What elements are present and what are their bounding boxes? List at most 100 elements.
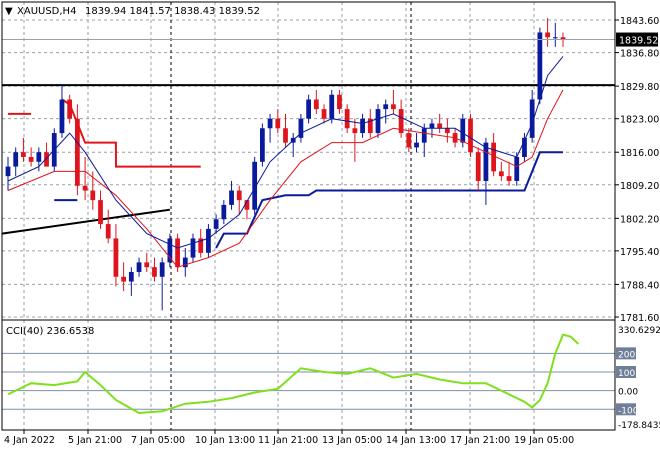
candle-body[interactable] <box>498 171 504 177</box>
candle-body[interactable] <box>537 32 543 100</box>
price-tick-label: 1788.40 <box>620 280 659 291</box>
candle-body[interactable] <box>128 271 134 282</box>
candle-body[interactable] <box>421 128 427 143</box>
candle-body[interactable] <box>460 118 466 143</box>
candle-body[interactable] <box>337 94 342 110</box>
candle-body[interactable] <box>90 190 96 201</box>
candle-body[interactable] <box>414 142 419 148</box>
candle-body[interactable] <box>468 118 473 153</box>
candle-body[interactable] <box>383 104 389 110</box>
candle-body[interactable] <box>113 238 119 277</box>
indicator-frame <box>1 319 616 431</box>
candle-body[interactable] <box>5 166 11 177</box>
candle-body[interactable] <box>244 200 250 210</box>
candle-body[interactable] <box>206 228 211 253</box>
cci-tick-label: 330.6292 <box>618 326 660 336</box>
candle-body[interactable] <box>514 157 520 181</box>
trend-line <box>1 208 171 235</box>
candle-body[interactable] <box>13 152 19 167</box>
candle-body[interactable] <box>221 204 227 220</box>
candle-body[interactable] <box>506 176 512 181</box>
candle-body[interactable] <box>360 118 365 134</box>
candle-body[interactable] <box>298 118 304 138</box>
candle-body[interactable] <box>375 109 381 134</box>
candle-body[interactable] <box>167 238 173 263</box>
fast-moving-average <box>7 56 564 249</box>
candle-body[interactable] <box>306 99 312 119</box>
candle-body[interactable] <box>552 37 558 39</box>
candle-body[interactable] <box>267 118 273 129</box>
cci-line <box>7 333 580 415</box>
candle-body[interactable] <box>545 32 550 38</box>
candle-body[interactable] <box>406 133 412 148</box>
candle-body[interactable] <box>329 94 335 119</box>
candle-body[interactable] <box>105 224 111 239</box>
time-tick-label: 19 Jan 05:00 <box>514 435 574 446</box>
candle-body[interactable] <box>352 128 358 134</box>
candle-body[interactable] <box>259 128 265 162</box>
cci-tick-label: 100 <box>618 369 635 379</box>
time-tick-label: 17 Jan 21:00 <box>450 435 510 446</box>
cci-level-tag <box>616 366 636 379</box>
candle-body[interactable] <box>283 128 288 143</box>
candles[interactable] <box>5 18 566 311</box>
current-price-tag <box>616 32 658 47</box>
candle-body[interactable] <box>391 104 396 110</box>
candle-body[interactable] <box>28 157 34 162</box>
cci-tick-label: 200 <box>618 350 635 360</box>
candle-body[interactable] <box>136 262 142 272</box>
moving-averages <box>2 39 615 268</box>
candle-body[interactable] <box>74 118 80 186</box>
ohlc-readout: 1839.94 1841.57 1838.43 1839.52 <box>85 6 260 17</box>
candle-body[interactable] <box>67 99 73 119</box>
candle-body[interactable] <box>82 185 88 191</box>
candle-body[interactable] <box>560 37 566 40</box>
candle-body[interactable] <box>229 190 234 205</box>
price-tick-label: 1823.00 <box>620 115 659 126</box>
candle-body[interactable] <box>522 137 527 158</box>
candle-body[interactable] <box>36 152 42 162</box>
candle-body[interactable] <box>313 99 319 110</box>
price-tick-label: 1816.00 <box>620 148 659 159</box>
axes: 1843.60 1836.80 1829.80 1823.00 1816.00 1809.… <box>4 16 660 446</box>
candle-body[interactable] <box>483 142 489 181</box>
cci-panel[interactable] <box>2 333 615 415</box>
candle-body[interactable] <box>152 267 157 277</box>
candle-body[interactable] <box>175 238 180 268</box>
current-price-label: 1839.52 <box>619 36 658 47</box>
candle-body[interactable] <box>159 262 165 277</box>
candle-body[interactable] <box>367 118 373 134</box>
cci-tick-label: -178.8435 <box>618 421 660 431</box>
candle-body[interactable] <box>98 200 103 225</box>
candle-body[interactable] <box>190 238 196 258</box>
candle-body[interactable] <box>252 161 258 210</box>
candle-body[interactable] <box>491 142 497 172</box>
candle-body[interactable] <box>398 109 404 134</box>
candle-body[interactable] <box>444 128 450 134</box>
candle-body[interactable] <box>344 109 350 129</box>
cci-level-tag <box>616 403 636 416</box>
candle-body[interactable] <box>144 262 150 268</box>
candle-body[interactable] <box>121 276 127 282</box>
candle-body[interactable] <box>275 118 281 129</box>
candle-body[interactable] <box>213 219 219 229</box>
candle-body[interactable] <box>429 123 435 129</box>
candle-body[interactable] <box>21 152 26 158</box>
candle-body[interactable] <box>236 190 242 201</box>
collapse-arrow-icon[interactable]: ▼ <box>5 6 13 17</box>
candle-body[interactable] <box>198 238 204 253</box>
time-tick-label: 4 Jan 2022 <box>4 435 55 446</box>
candle-body[interactable] <box>59 99 65 134</box>
candle-body[interactable] <box>437 123 443 129</box>
candle-body[interactable] <box>321 109 327 119</box>
candle-body[interactable] <box>529 99 535 138</box>
cci-tick-label: 0.00 <box>618 388 638 398</box>
candle-body[interactable] <box>475 152 481 181</box>
price-tick-label: 1829.80 <box>620 82 659 93</box>
candle-body[interactable] <box>44 152 49 167</box>
candle-body[interactable] <box>182 257 188 268</box>
cci-level-tag <box>616 347 636 360</box>
